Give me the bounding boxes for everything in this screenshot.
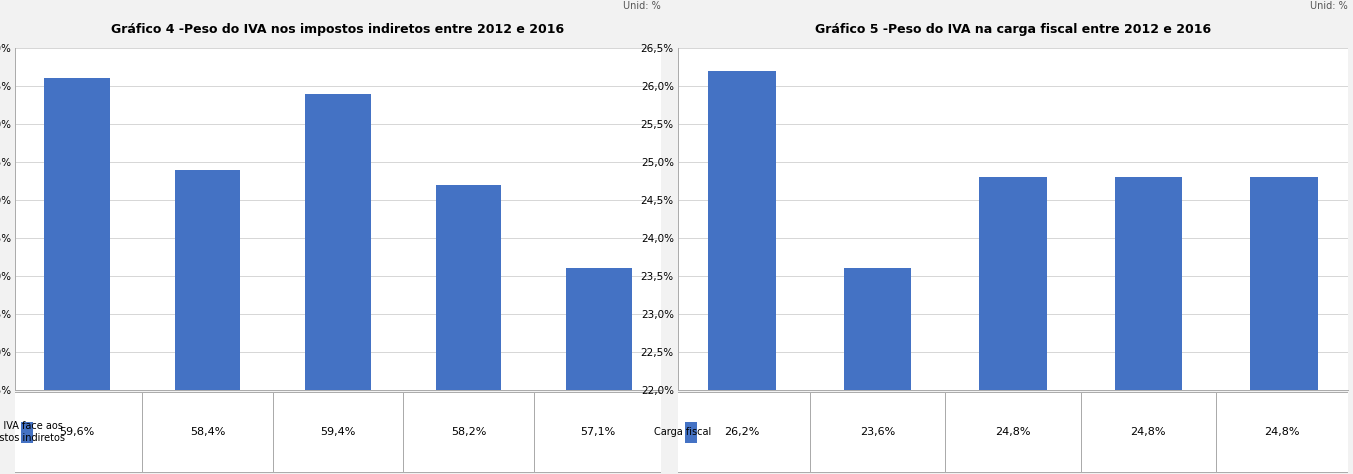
FancyBboxPatch shape xyxy=(533,392,662,472)
Bar xyxy=(709,71,777,474)
Text: 59,6%: 59,6% xyxy=(60,427,95,437)
Bar xyxy=(567,268,632,474)
Text: 24,8%: 24,8% xyxy=(1131,427,1166,437)
Text: 26,2%: 26,2% xyxy=(725,427,760,437)
Bar xyxy=(1115,177,1183,474)
FancyBboxPatch shape xyxy=(273,392,403,472)
Text: 23,6%: 23,6% xyxy=(861,427,896,437)
Bar xyxy=(45,78,110,474)
Text: Unid: %: Unid: % xyxy=(1310,1,1348,11)
Text: Unid: %: Unid: % xyxy=(624,1,662,11)
Text: % do IVA face aos
impostos indiretos: % do IVA face aos impostos indiretos xyxy=(0,421,65,443)
FancyBboxPatch shape xyxy=(142,392,273,472)
Bar xyxy=(175,170,239,474)
Bar xyxy=(844,268,912,474)
Text: 58,2%: 58,2% xyxy=(451,427,486,437)
Bar xyxy=(22,421,32,443)
Bar xyxy=(306,93,371,474)
FancyBboxPatch shape xyxy=(12,392,142,472)
FancyBboxPatch shape xyxy=(675,392,678,472)
Bar xyxy=(980,177,1047,474)
Text: 59,4%: 59,4% xyxy=(321,427,356,437)
FancyBboxPatch shape xyxy=(12,392,15,472)
Bar xyxy=(685,421,697,443)
FancyBboxPatch shape xyxy=(946,392,1081,472)
Text: 58,4%: 58,4% xyxy=(189,427,225,437)
Text: 24,8%: 24,8% xyxy=(1264,427,1300,437)
Text: Gráfico 5 -Peso do IVA na carga fiscal entre 2012 e 2016: Gráfico 5 -Peso do IVA na carga fiscal e… xyxy=(815,24,1211,36)
FancyBboxPatch shape xyxy=(1081,392,1216,472)
Bar xyxy=(1250,177,1318,474)
Text: Carga fiscal: Carga fiscal xyxy=(655,427,712,437)
FancyBboxPatch shape xyxy=(403,392,533,472)
FancyBboxPatch shape xyxy=(675,392,810,472)
FancyBboxPatch shape xyxy=(1216,392,1348,472)
Bar xyxy=(436,185,501,474)
Text: 24,8%: 24,8% xyxy=(996,427,1031,437)
Text: 57,1%: 57,1% xyxy=(579,427,616,437)
Text: Gráfico 4 -Peso do IVA nos impostos indiretos entre 2012 e 2016: Gráfico 4 -Peso do IVA nos impostos indi… xyxy=(111,24,564,36)
FancyBboxPatch shape xyxy=(810,392,946,472)
